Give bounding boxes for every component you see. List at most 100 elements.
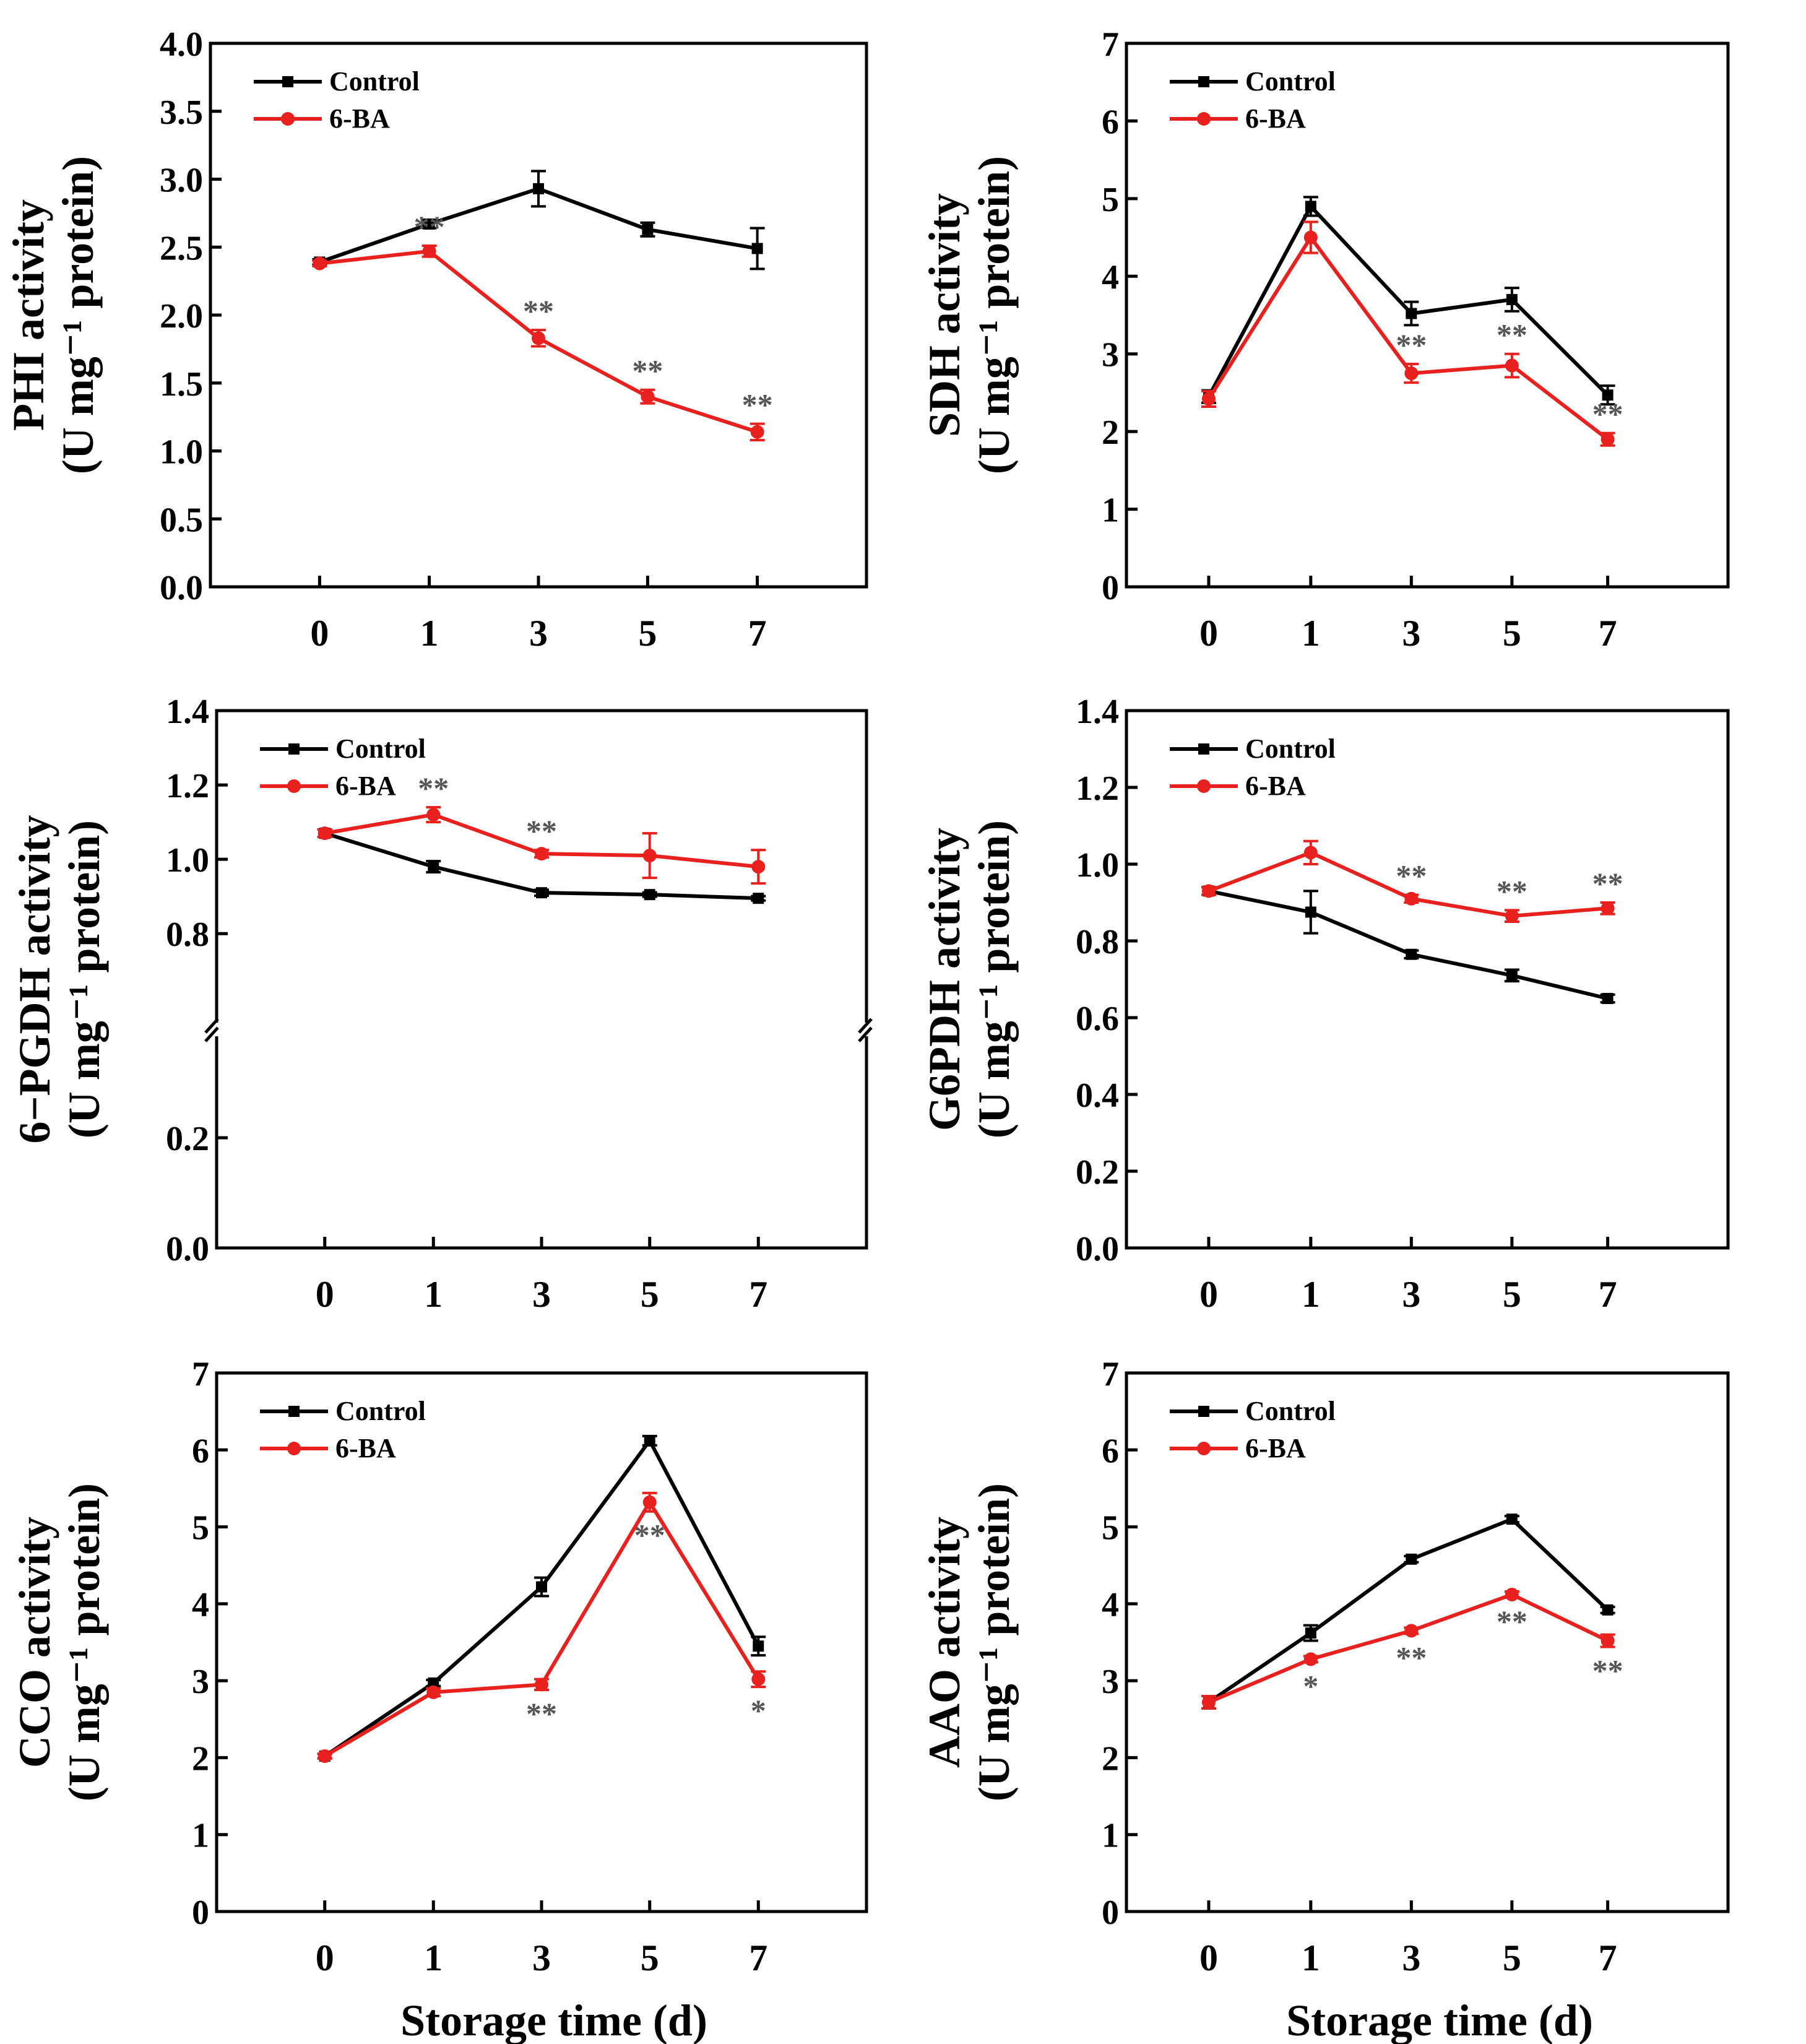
legend-marker-6ba xyxy=(281,112,295,126)
y-tick-label: 7 xyxy=(192,1355,209,1393)
y-tick-label: 4 xyxy=(1102,258,1119,297)
y-tick-label: 0.5 xyxy=(160,501,203,539)
significance-marker: * xyxy=(751,1693,766,1728)
y-axis-unit: (U mg⁻¹ protein) xyxy=(969,1483,1019,1801)
y-tick-label: 1 xyxy=(192,1817,209,1855)
legend-label-6ba: 6-BA xyxy=(329,103,390,134)
y-tick-label: 4 xyxy=(1102,1586,1119,1624)
y-tick-label: 1.0 xyxy=(166,841,209,880)
plot-frame xyxy=(215,1371,868,1913)
x-tick-label: 5 xyxy=(1503,613,1521,654)
y-axis-title: G6PDH activity xyxy=(920,828,969,1131)
data-point-control xyxy=(423,218,435,230)
y-tick-label: 0 xyxy=(1102,569,1119,607)
x-tick-label: 5 xyxy=(641,1274,659,1315)
data-point-control xyxy=(1602,389,1614,401)
y-tick-label: 1.5 xyxy=(160,365,203,404)
y-tick-label: 0.2 xyxy=(1076,1153,1119,1192)
legend-marker-control xyxy=(288,743,300,755)
plot-frame xyxy=(215,709,868,1250)
y-tick-label: 1.2 xyxy=(166,767,209,805)
x-tick-label: 0 xyxy=(1199,613,1218,654)
legend-label-6ba: 6-BA xyxy=(1245,1433,1306,1463)
legend-label-control: Control xyxy=(1245,1396,1336,1426)
x-axis-title: Storage time (d) xyxy=(1286,1996,1593,2044)
x-tick-label: 0 xyxy=(1199,1274,1218,1315)
x-tick-label: 1 xyxy=(424,1938,443,1978)
data-point-control xyxy=(1506,969,1518,981)
legend-marker-control xyxy=(1198,76,1209,87)
y-tick-label: 0.0 xyxy=(1076,1230,1119,1268)
data-point-control xyxy=(1506,1514,1518,1525)
data-point-6ba xyxy=(1505,1587,1519,1601)
y-axis-title: PHI activity xyxy=(4,199,53,431)
series-line-control xyxy=(1208,889,1609,1000)
legend-label-6ba: 6-BA xyxy=(335,771,396,801)
data-point-6ba xyxy=(751,1672,766,1686)
y-tick-label: 3.5 xyxy=(160,93,203,132)
chart-panel-5: 0 1 2 3 4 5 6 7 0 1 3 5 7 Storage time (d) CCO activit… xyxy=(10,1355,868,2044)
data-point-control xyxy=(751,243,763,254)
significance-marker: ** xyxy=(1497,318,1527,352)
significance-marker: ** xyxy=(414,209,445,244)
legend-marker-6ba xyxy=(1197,779,1211,793)
data-point-6ba xyxy=(1201,884,1216,898)
y-tick-label: 0.8 xyxy=(166,916,209,954)
data-point-control xyxy=(428,1677,439,1689)
data-point-6ba xyxy=(1303,1652,1318,1666)
y-tick-label: 1.2 xyxy=(1076,769,1119,808)
y-axis-unit: (U mg⁻¹ protein) xyxy=(59,1483,109,1801)
data-point-6ba xyxy=(641,389,655,404)
x-tick-label: 1 xyxy=(1302,1274,1320,1315)
y-tick-label: 4.0 xyxy=(160,25,203,64)
y-tick-label: 7 xyxy=(1102,1355,1119,1393)
y-tick-label: 0.0 xyxy=(160,569,203,607)
y-tick-label: 2 xyxy=(192,1739,209,1778)
y-axis-unit: (U mg⁻¹ protein) xyxy=(969,156,1019,474)
x-tick-label: 0 xyxy=(316,1274,334,1315)
y-axis-unit: (U mg⁻¹ protein) xyxy=(969,820,1019,1138)
data-point-6ba xyxy=(1601,901,1615,916)
data-point-control xyxy=(1406,1553,1417,1565)
y-tick-label: 0.0 xyxy=(166,1230,209,1268)
y-tick-label: 0.2 xyxy=(166,1120,209,1158)
data-point-6ba xyxy=(1404,891,1419,906)
x-tick-label: 1 xyxy=(1302,613,1320,654)
data-point-6ba xyxy=(318,1749,332,1763)
significance-marker: ** xyxy=(526,1696,557,1731)
y-tick-label: 0 xyxy=(192,1894,209,1932)
y-axis-title: AAO activity xyxy=(920,1517,969,1768)
y-tick-label: 0.4 xyxy=(1076,1076,1119,1115)
data-point-6ba xyxy=(1601,1634,1615,1648)
legend-marker-6ba xyxy=(1197,112,1211,126)
data-point-control xyxy=(1506,293,1518,305)
data-point-control xyxy=(753,893,764,904)
data-point-control xyxy=(1602,1604,1614,1616)
data-point-6ba xyxy=(535,1678,548,1692)
data-point-6ba xyxy=(532,331,545,345)
x-tick-label: 1 xyxy=(1302,1938,1320,1978)
chart-panel-3: 0.0 0.2 0.8 1.0 1.2 1.4 0 1 3 5 7 6−PGDH activity (U… xyxy=(10,693,875,1315)
x-tick-label: 3 xyxy=(529,613,548,654)
legend-marker-6ba xyxy=(287,779,301,793)
x-tick-label: 3 xyxy=(1402,1938,1420,1978)
significance-marker: ** xyxy=(742,388,773,422)
data-point-control xyxy=(536,1581,547,1593)
y-axis-unit: (U mg⁻¹ protein) xyxy=(59,820,109,1138)
y-tick-label: 3 xyxy=(192,1663,209,1701)
significance-marker: ** xyxy=(1396,327,1427,362)
data-point-6ba xyxy=(642,1495,657,1509)
data-point-control xyxy=(1305,1627,1316,1639)
data-point-control xyxy=(642,223,654,235)
data-point-6ba xyxy=(426,1685,441,1699)
x-tick-label: 5 xyxy=(1503,1274,1521,1315)
data-point-6ba xyxy=(313,256,327,271)
y-tick-label: 6 xyxy=(1102,103,1119,141)
axis-break-mark xyxy=(858,1018,873,1034)
y-tick-label: 2.5 xyxy=(160,229,203,267)
y-tick-label: 1 xyxy=(1102,492,1119,530)
x-tick-label: 3 xyxy=(532,1274,551,1315)
data-point-control xyxy=(1305,201,1316,212)
data-point-6ba xyxy=(1201,392,1216,406)
significance-marker: ** xyxy=(1396,859,1427,893)
